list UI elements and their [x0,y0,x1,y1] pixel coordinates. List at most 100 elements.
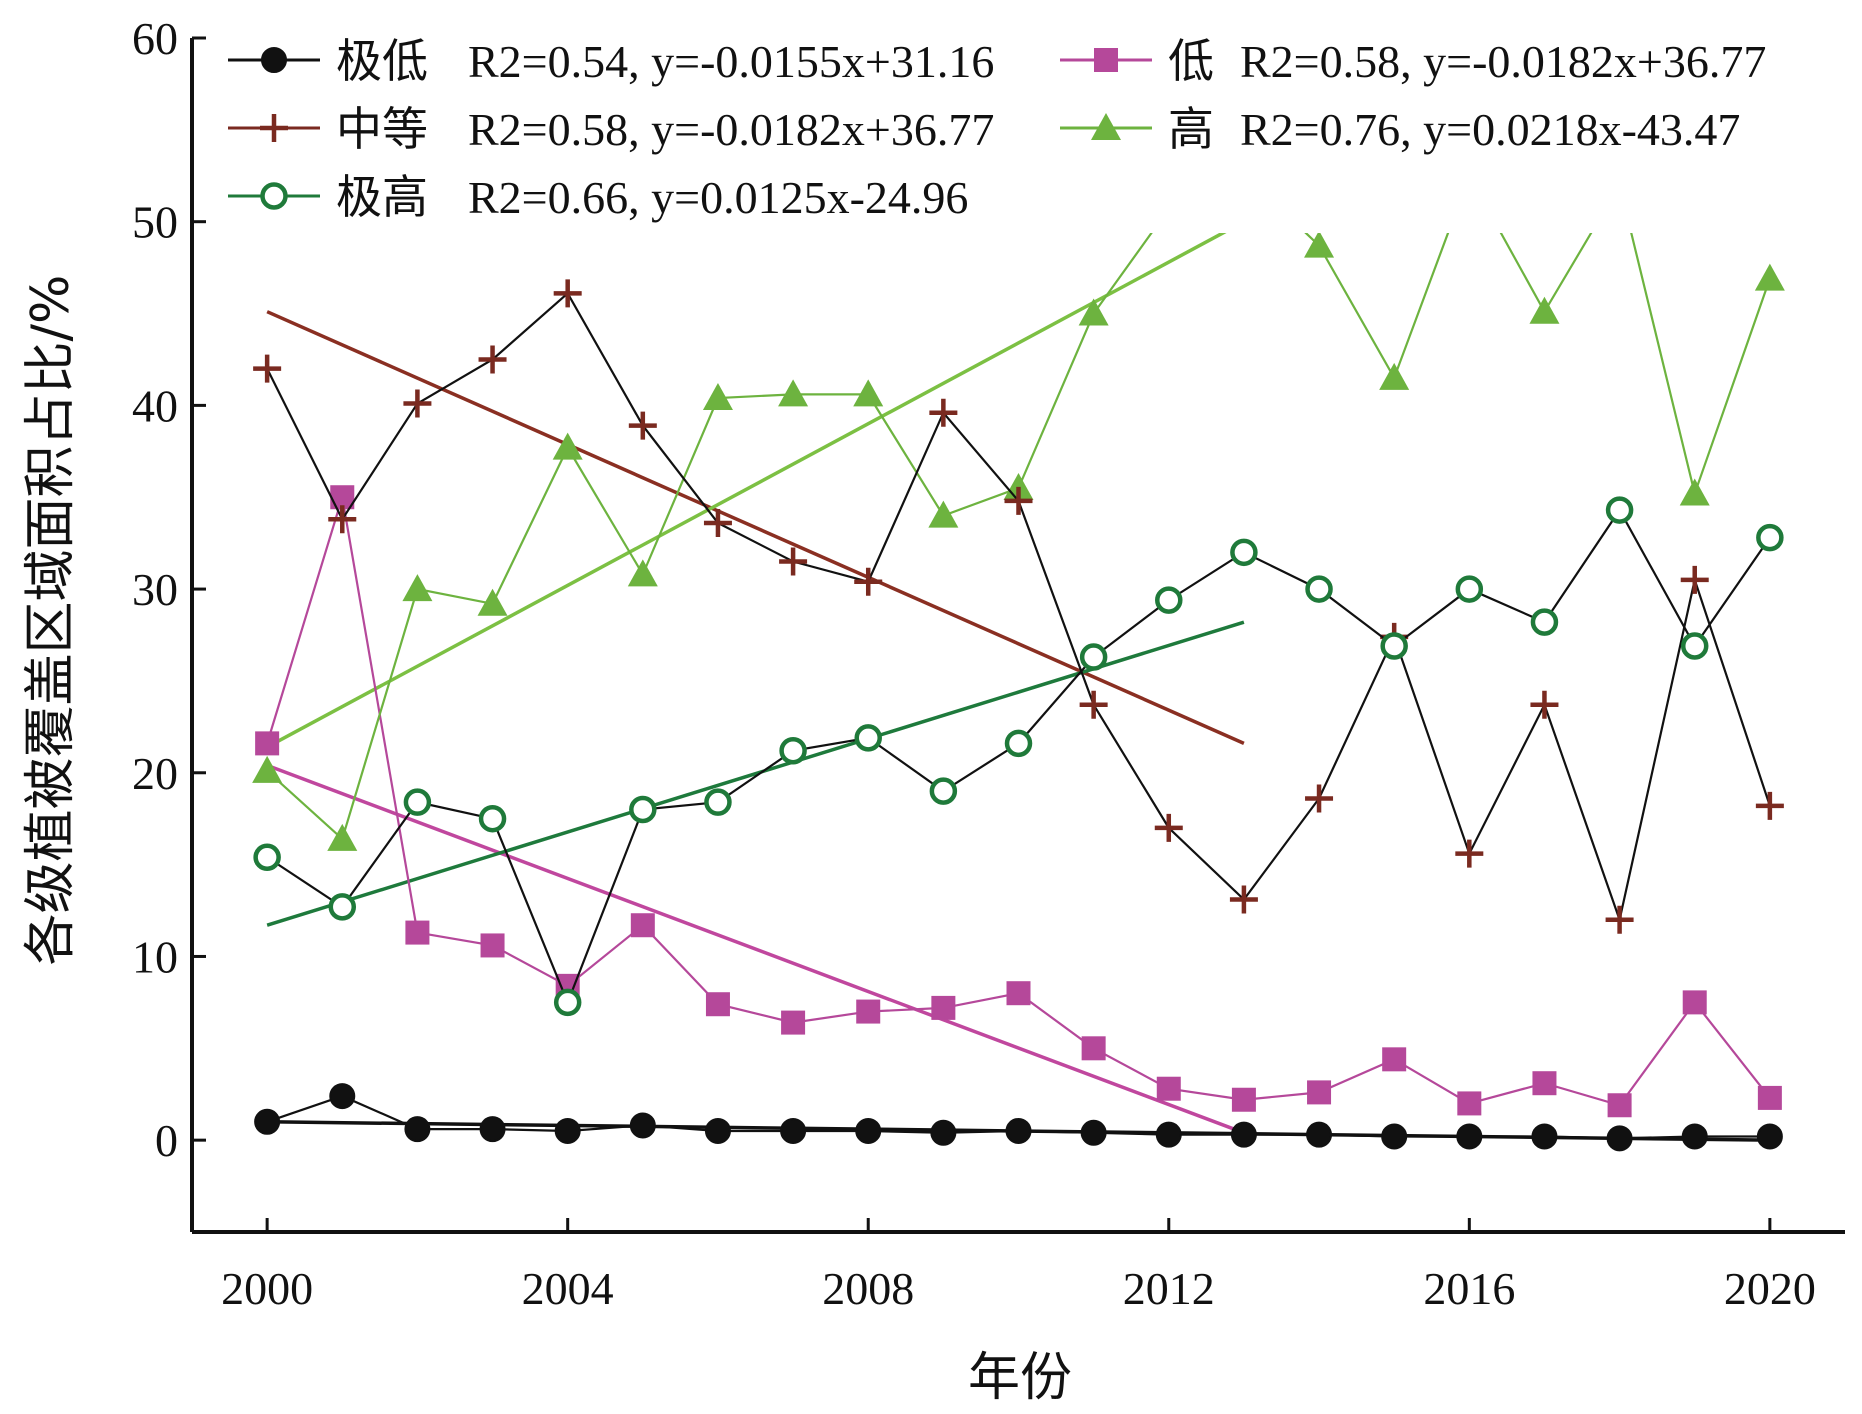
legend-equation: R2=0.76, y=0.0218x-43.47 [1240,104,1740,155]
data-point [1679,478,1710,506]
data-point [329,1083,356,1110]
data-point [1530,608,1559,636]
legend-marker [1094,48,1118,72]
data-point [1605,905,1634,934]
data-point [1156,1076,1181,1101]
data-point [328,893,357,921]
y-tick-label: 20 [132,748,178,799]
data-point [402,574,433,602]
data-point [856,999,881,1024]
data-point [553,279,582,308]
data-point [1380,632,1408,660]
data-point [928,500,959,528]
data-point [1154,813,1183,842]
data-point [1080,1119,1107,1146]
legend: 极低 R2=0.54, y=-0.0155x+31.16 低 R2=0.58, y=-… [228,34,1848,233]
legend-item-极高: 极高 R2=0.66, y=0.0125x-24.96 [228,170,968,224]
data-point [853,379,884,407]
y-tick-label: 30 [132,564,178,615]
legend-equation: R2=0.54, y=-0.0155x+31.16 [468,36,994,87]
legend-equation: R2=0.58, y=-0.0182x+36.77 [468,104,994,155]
data-point [252,755,283,783]
data-point [477,588,508,616]
data-point [702,383,733,411]
x-tick-label: 2012 [1123,1263,1215,1314]
data-point [1455,575,1484,603]
data-point [1755,791,1784,820]
series-极低 [254,1083,1783,1152]
data-point [778,379,809,407]
data-point [403,389,432,418]
data-point [929,777,958,805]
data-point [629,1112,656,1139]
data-point [1680,565,1709,594]
legend-item-高: 高 R2=0.76, y=0.0218x-43.47 [1060,102,1740,156]
data-point [1079,643,1108,671]
data-point [404,1116,431,1143]
data-point [705,992,730,1017]
legend-marker [260,182,288,210]
x-tick-label: 2004 [522,1263,614,1314]
data-point [253,843,281,872]
y-axis-title: 各级植被覆盖区域面积占比/% [21,275,81,966]
data-point [1304,230,1335,258]
x-tick-label: 2016 [1423,1263,1515,1314]
data-point [855,1117,882,1144]
data-point [781,1010,806,1035]
data-point [1682,990,1707,1015]
data-point [478,345,507,374]
legend-series-name: 极高 [336,170,428,224]
legend-item-极低: 极低 R2=0.54, y=-0.0155x+31.16 [228,34,994,88]
data-point [1457,1091,1482,1116]
data-point [854,724,882,752]
legend-series-name: 高 [1168,102,1214,156]
data-point [405,920,430,945]
legend-marker [1091,113,1121,140]
y-tick-label: 50 [132,197,178,248]
data-point [1305,575,1333,603]
legend-marker [261,47,287,73]
legend-equation: R2=0.58, y=-0.0182x+36.77 [1240,36,1766,87]
y-tick-label: 0 [155,1115,178,1166]
data-point [627,559,658,587]
data-point [1078,298,1109,326]
data-point [478,804,507,833]
data-point [704,788,732,816]
data-point [1681,1123,1708,1150]
data-point [552,432,583,460]
data-point [1230,1121,1257,1148]
data-point [327,823,358,851]
data-point [1532,1071,1557,1096]
data-point [1307,1080,1332,1105]
data-point [254,1108,281,1135]
data-point [1155,1121,1182,1148]
data-point [253,354,282,383]
legend-box [228,38,1848,233]
data-point [1079,690,1108,719]
data-point [779,547,808,576]
data-point [1754,263,1785,291]
data-point [480,933,505,958]
series-极高 [253,496,1784,1017]
data-point [1530,690,1559,719]
data-point [1004,486,1033,515]
legend-item-低: 低 R2=0.58, y=-0.0182x+36.77 [1060,34,1766,88]
legend-item-中等: 中等 R2=0.58, y=-0.0182x+36.77 [228,102,994,156]
y-tick-label: 10 [132,931,178,982]
data-point [554,1117,581,1144]
legend-series-name: 极低 [336,34,428,88]
data-point [1155,586,1183,614]
data-point [1456,1123,1483,1150]
data-point [1757,1085,1782,1110]
data-point [1230,538,1258,567]
data-point [1305,784,1334,813]
data-point [1229,885,1258,914]
data-point [1005,1117,1032,1144]
data-point [1756,523,1784,552]
data-point [628,411,657,440]
data-point [930,1119,957,1146]
data-point [779,736,807,765]
y-tick-label: 60 [132,13,178,64]
data-point [1382,1047,1407,1072]
